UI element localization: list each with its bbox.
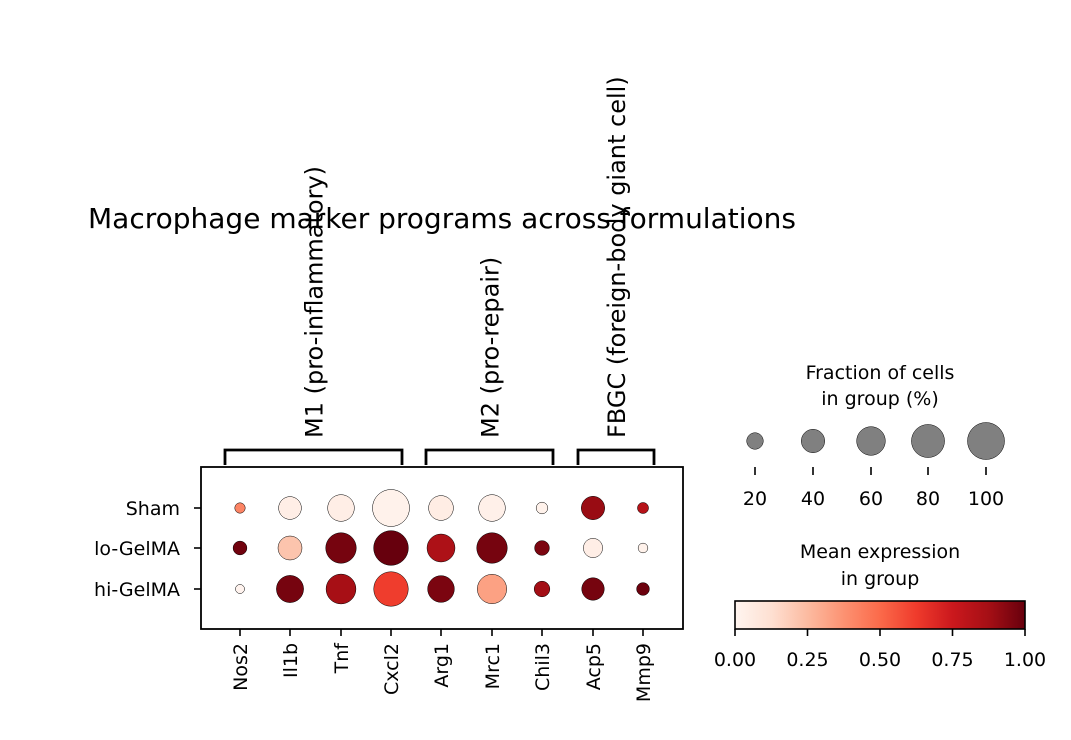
gene-label: Mrc1 [482, 643, 504, 689]
gene-group-label: FBGC (foreign-body giant cell) [603, 76, 631, 438]
group-label: hi-GelMA [94, 579, 180, 601]
gene-label: Nos2 [230, 643, 252, 691]
dot-lo-GelMA-Il1b [277, 535, 303, 561]
colorbar-tick-label: 1.00 [1004, 649, 1046, 671]
bracket-1 [424, 448, 555, 465]
gene-label: Chil3 [532, 643, 554, 691]
group-axis: Sham lo-GelMA hi-GelMA [94, 498, 201, 601]
dot-Sham-Cxcl2 [372, 489, 410, 527]
gene-group-brackets: M1 (pro-inflammatory) M2 (pro-repair) FBGC… [223, 76, 656, 465]
dot-Sham-Tnf [327, 494, 355, 522]
dot-lo-GelMA-Acp5 [583, 538, 603, 558]
size-legend-label: 80 [916, 488, 940, 510]
gene-axis: Nos2 Il1b Tnf Cxcl2 Arg1 Mrc1 Chil3 Acp5 Mmp9 [230, 629, 655, 702]
size-legend-dot [911, 424, 945, 458]
dot-lo-GelMA-Tnf [325, 532, 357, 564]
bracket-2 [576, 448, 656, 465]
size-legend-title: Fraction of cells [806, 362, 955, 384]
colorbar-gradient [734, 600, 1026, 630]
colorbar-title: Mean expression [800, 541, 960, 563]
dot-hi-GelMA-Arg1 [427, 575, 455, 603]
size-legend-dot [746, 432, 764, 450]
gene-label: Acp5 [583, 643, 605, 690]
fraction-size-legend: Fraction of cells in group (%) 20 40 60 80 100 [743, 362, 1005, 510]
colorbar-tick-label: 0.75 [931, 649, 973, 671]
dot-Sham-Chil3 [535, 501, 549, 515]
gene-group-label: M2 (pro-repair) [477, 257, 505, 438]
gene-group-label: M1 (pro-inflammatory) [301, 166, 329, 438]
size-legend-label: 20 [743, 488, 767, 510]
colorbar-tick-label: 0.50 [859, 649, 901, 671]
size-legend-dot [856, 426, 886, 456]
group-label: Sham [126, 498, 180, 520]
size-legend-label: 60 [859, 488, 883, 510]
dot-lo-GelMA-Chil3 [534, 540, 550, 556]
dot-Sham-Mmp9 [637, 502, 649, 514]
dot-lo-GelMA-Mmp9 [637, 542, 649, 554]
dot-hi-GelMA-Tnf [325, 573, 357, 605]
dot-lo-GelMA-Mrc1 [476, 532, 508, 564]
dot-Sham-Il1b [278, 496, 302, 520]
size-legend-title: in group (%) [821, 388, 938, 410]
dot-Sham-Arg1 [428, 495, 454, 521]
dot-hi-GelMA-Cxcl2 [373, 571, 409, 607]
size-legend-label: 100 [968, 488, 1004, 510]
gene-label: Arg1 [431, 643, 453, 688]
colorbar-title: in group [841, 568, 920, 590]
dot-hi-GelMA-Chil3 [533, 580, 551, 598]
group-label: lo-GelMA [94, 538, 180, 560]
gene-label: Il1b [280, 643, 302, 678]
dot-Sham-Nos2 [234, 502, 246, 514]
mean-expression-colorbar: Mean expression in group 0.00 0.25 0.50 0.75 1… [714, 541, 1046, 671]
dot-hi-GelMA-Acp5 [581, 577, 605, 601]
dot-hi-GelMA-Mmp9 [636, 582, 650, 596]
dot-Sham-Mrc1 [478, 494, 506, 522]
dot-lo-GelMA-Nos2 [232, 540, 248, 556]
gene-label: Tnf [331, 642, 353, 675]
dot-grid [232, 489, 650, 607]
size-legend-label: 40 [801, 488, 825, 510]
chart-title: Macrophage marker programs across formul… [88, 202, 796, 235]
dot-lo-GelMA-Arg1 [426, 533, 456, 563]
dot-hi-GelMA-Nos2 [235, 584, 245, 594]
gene-label: Mmp9 [633, 643, 655, 702]
dot-hi-GelMA-Mrc1 [477, 574, 507, 604]
size-legend-dot [967, 422, 1005, 460]
colorbar-tick-label: 0.25 [786, 649, 828, 671]
colorbar-tick-label: 0.00 [714, 649, 756, 671]
dot-lo-GelMA-Cxcl2 [373, 530, 409, 566]
gene-label: Cxcl2 [381, 643, 403, 695]
bracket-0 [223, 448, 404, 465]
size-legend-dot [801, 429, 825, 453]
dot-Sham-Acp5 [581, 496, 605, 520]
dot-hi-GelMA-Il1b [276, 575, 304, 603]
